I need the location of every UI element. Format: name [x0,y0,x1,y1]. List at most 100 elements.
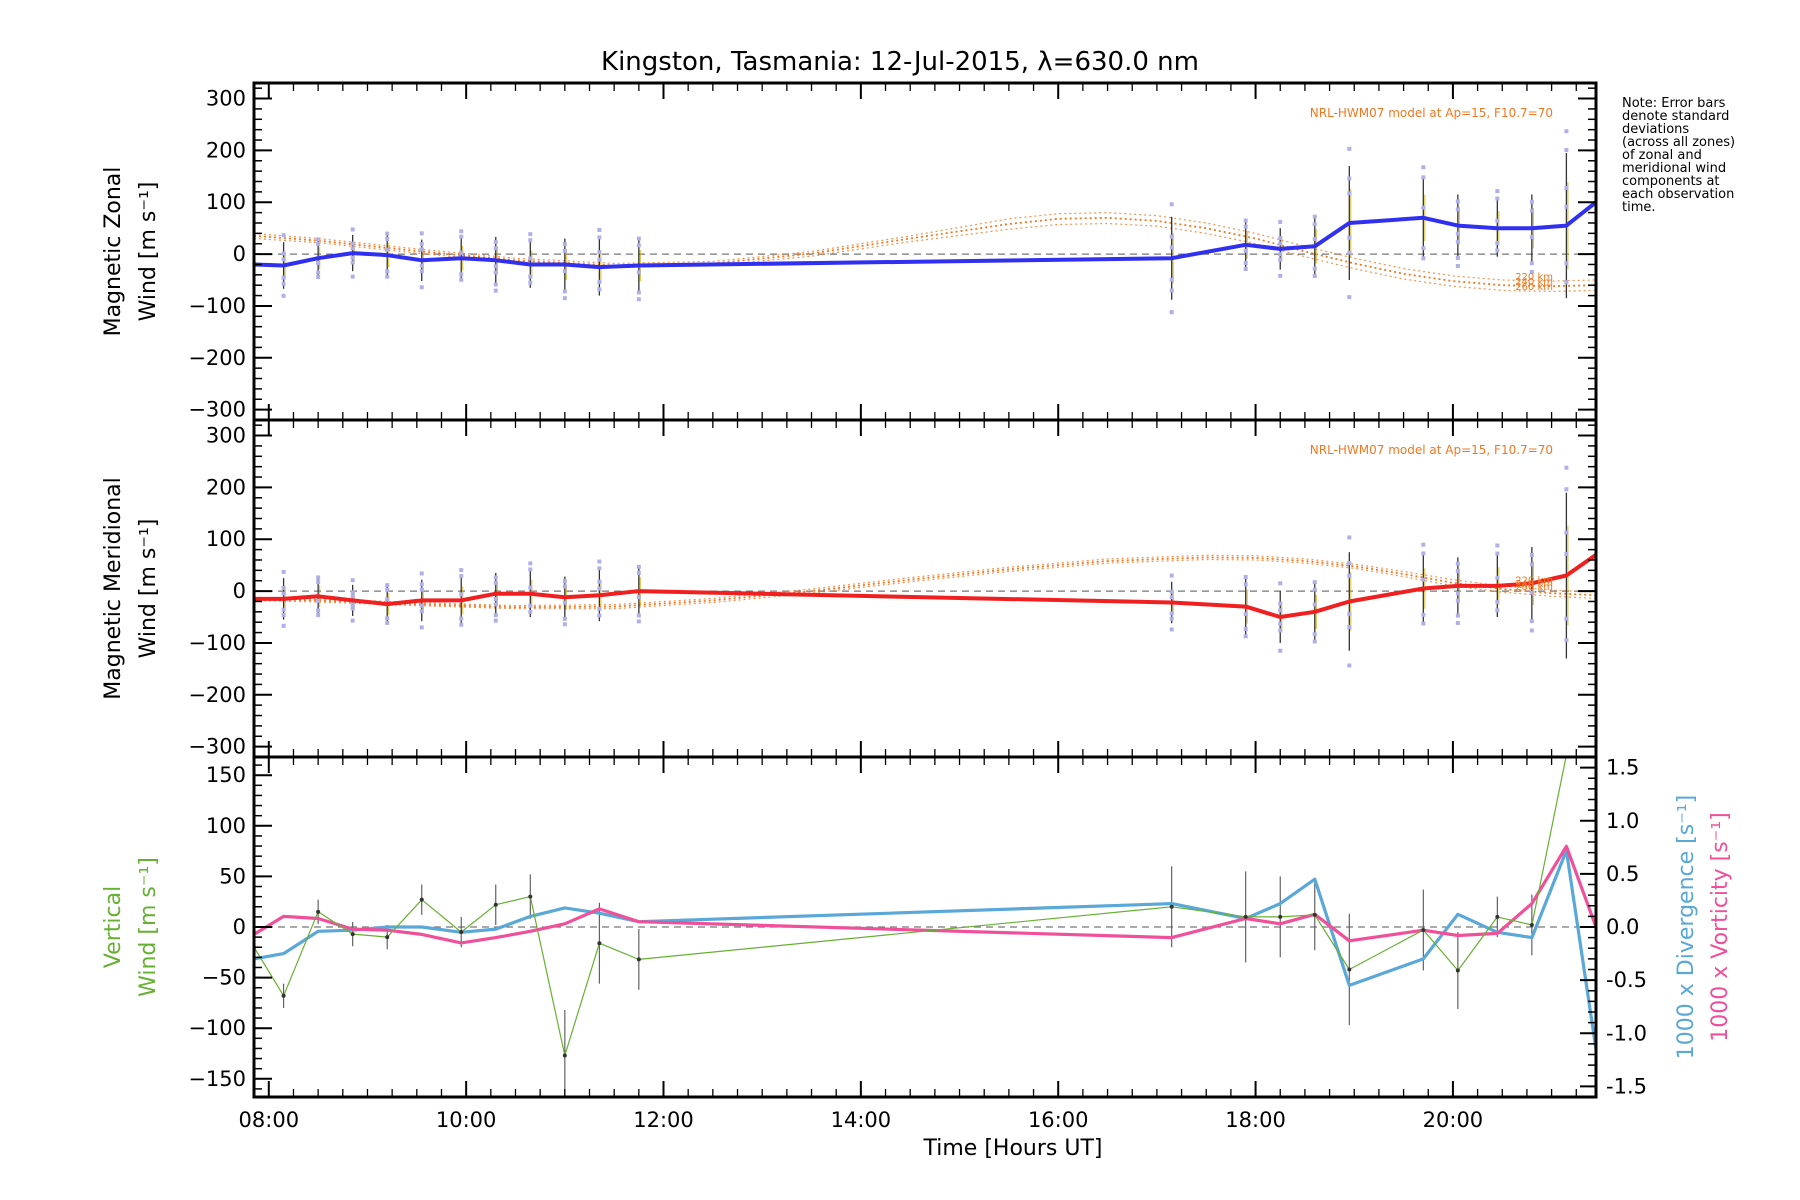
meridional-wind-point [1313,610,1317,614]
sample-point [1243,218,1248,223]
sample-point [459,622,464,627]
sample-point [493,270,498,275]
divergence-line [254,848,1596,1050]
model-curve-220km [254,211,1596,282]
sample-point [1455,239,1460,244]
vertical-wind-point [1421,928,1426,933]
zonal-wind-point [282,263,286,267]
sample-point [1529,261,1534,266]
model-curve-240km [254,556,1596,609]
sample-point [419,263,424,268]
sample-point [419,587,424,592]
panel-plot-area [254,757,1596,1097]
sample-point [459,272,464,277]
sample-point [1169,616,1174,621]
zonal-wind-point [316,256,320,260]
note-line: deviations [1622,122,1689,137]
sample-point [419,231,424,236]
sample-point [1564,638,1569,643]
sample-point [1312,632,1317,637]
meridional-wind-point [1244,605,1248,609]
sample-point [493,597,498,602]
sample-point [281,569,286,574]
zonal-wind-point [1495,226,1499,230]
sample-point [636,243,641,248]
meridional-wind-point [1564,574,1568,578]
sample-point [493,602,498,607]
sample-point [1347,250,1352,255]
sample-point [350,227,355,232]
sample-point [597,559,602,564]
sample-point [1455,255,1460,260]
sample-point [1564,148,1569,153]
note-line: time. [1622,200,1656,215]
sample-point [1169,288,1174,293]
sample-point [1495,608,1500,613]
sample-point [1169,573,1174,578]
sample-point [419,242,424,247]
vertical-wind-point [1169,904,1174,909]
sample-point [597,566,602,571]
x-tick-label: 14:00 [831,1108,892,1132]
sample-point [528,567,533,572]
right-tick-label: 0.5 [1606,862,1639,886]
panel-zonal: NRL-HWM07 model at Ap=15, F10.7=70 220 km… [101,81,1598,422]
sample-point [281,257,286,262]
sample-point [528,280,533,285]
sample-point [1312,587,1317,592]
zonal-wind-point [528,262,532,266]
y-tick-label: 0 [233,579,246,603]
sample-point [1243,582,1248,587]
vertical-wind-point [493,902,498,907]
sample-point [597,579,602,584]
meridional-wind-point [1278,615,1282,619]
sample-point [1278,581,1283,586]
sample-point [493,240,498,245]
sample-point [459,616,464,621]
sample-point [350,241,355,246]
sample-point [1529,553,1534,558]
sample-point [1564,204,1569,209]
sample-point [1564,530,1569,535]
y-tick-label: 150 [206,763,246,787]
meridional-wind-point [351,598,355,602]
meridional-wind-point [385,602,389,606]
zonal-wind-point [563,262,567,266]
sample-point [1529,619,1534,624]
sample-point [1347,561,1352,566]
sample-point [350,578,355,583]
sample-point [281,613,286,618]
vertical-wind-point [316,909,321,914]
sample-point [1455,264,1460,269]
sample-point [1421,621,1426,626]
sample-point [1347,191,1352,196]
y-tick-label: −200 [188,346,246,370]
sample-point [1278,219,1283,224]
note-line: meridional wind [1622,161,1726,176]
sample-point [316,260,321,265]
sample-point [597,279,602,284]
zonal-wind-point [1244,243,1248,247]
sample-point [562,579,567,584]
sample-point [1169,202,1174,207]
sample-point [316,242,321,247]
meridional-wind-point [563,595,567,599]
sample-point [281,281,286,286]
sample-point [1495,240,1500,245]
sample-point [1455,561,1460,566]
sample-point [562,600,567,605]
sample-point [1278,257,1283,262]
altitude-label-240km: 240 km [1515,277,1553,288]
sample-point [385,236,390,241]
sample-point [528,274,533,279]
sample-point [281,293,286,298]
sample-point [281,233,286,238]
zonal-wind-point [637,263,641,267]
sample-point [419,582,424,587]
zonal-wind-point [1170,256,1174,260]
sample-point [1347,176,1352,181]
sample-point [281,591,286,596]
y-tick-label: −300 [188,398,246,422]
sample-point [316,237,321,242]
